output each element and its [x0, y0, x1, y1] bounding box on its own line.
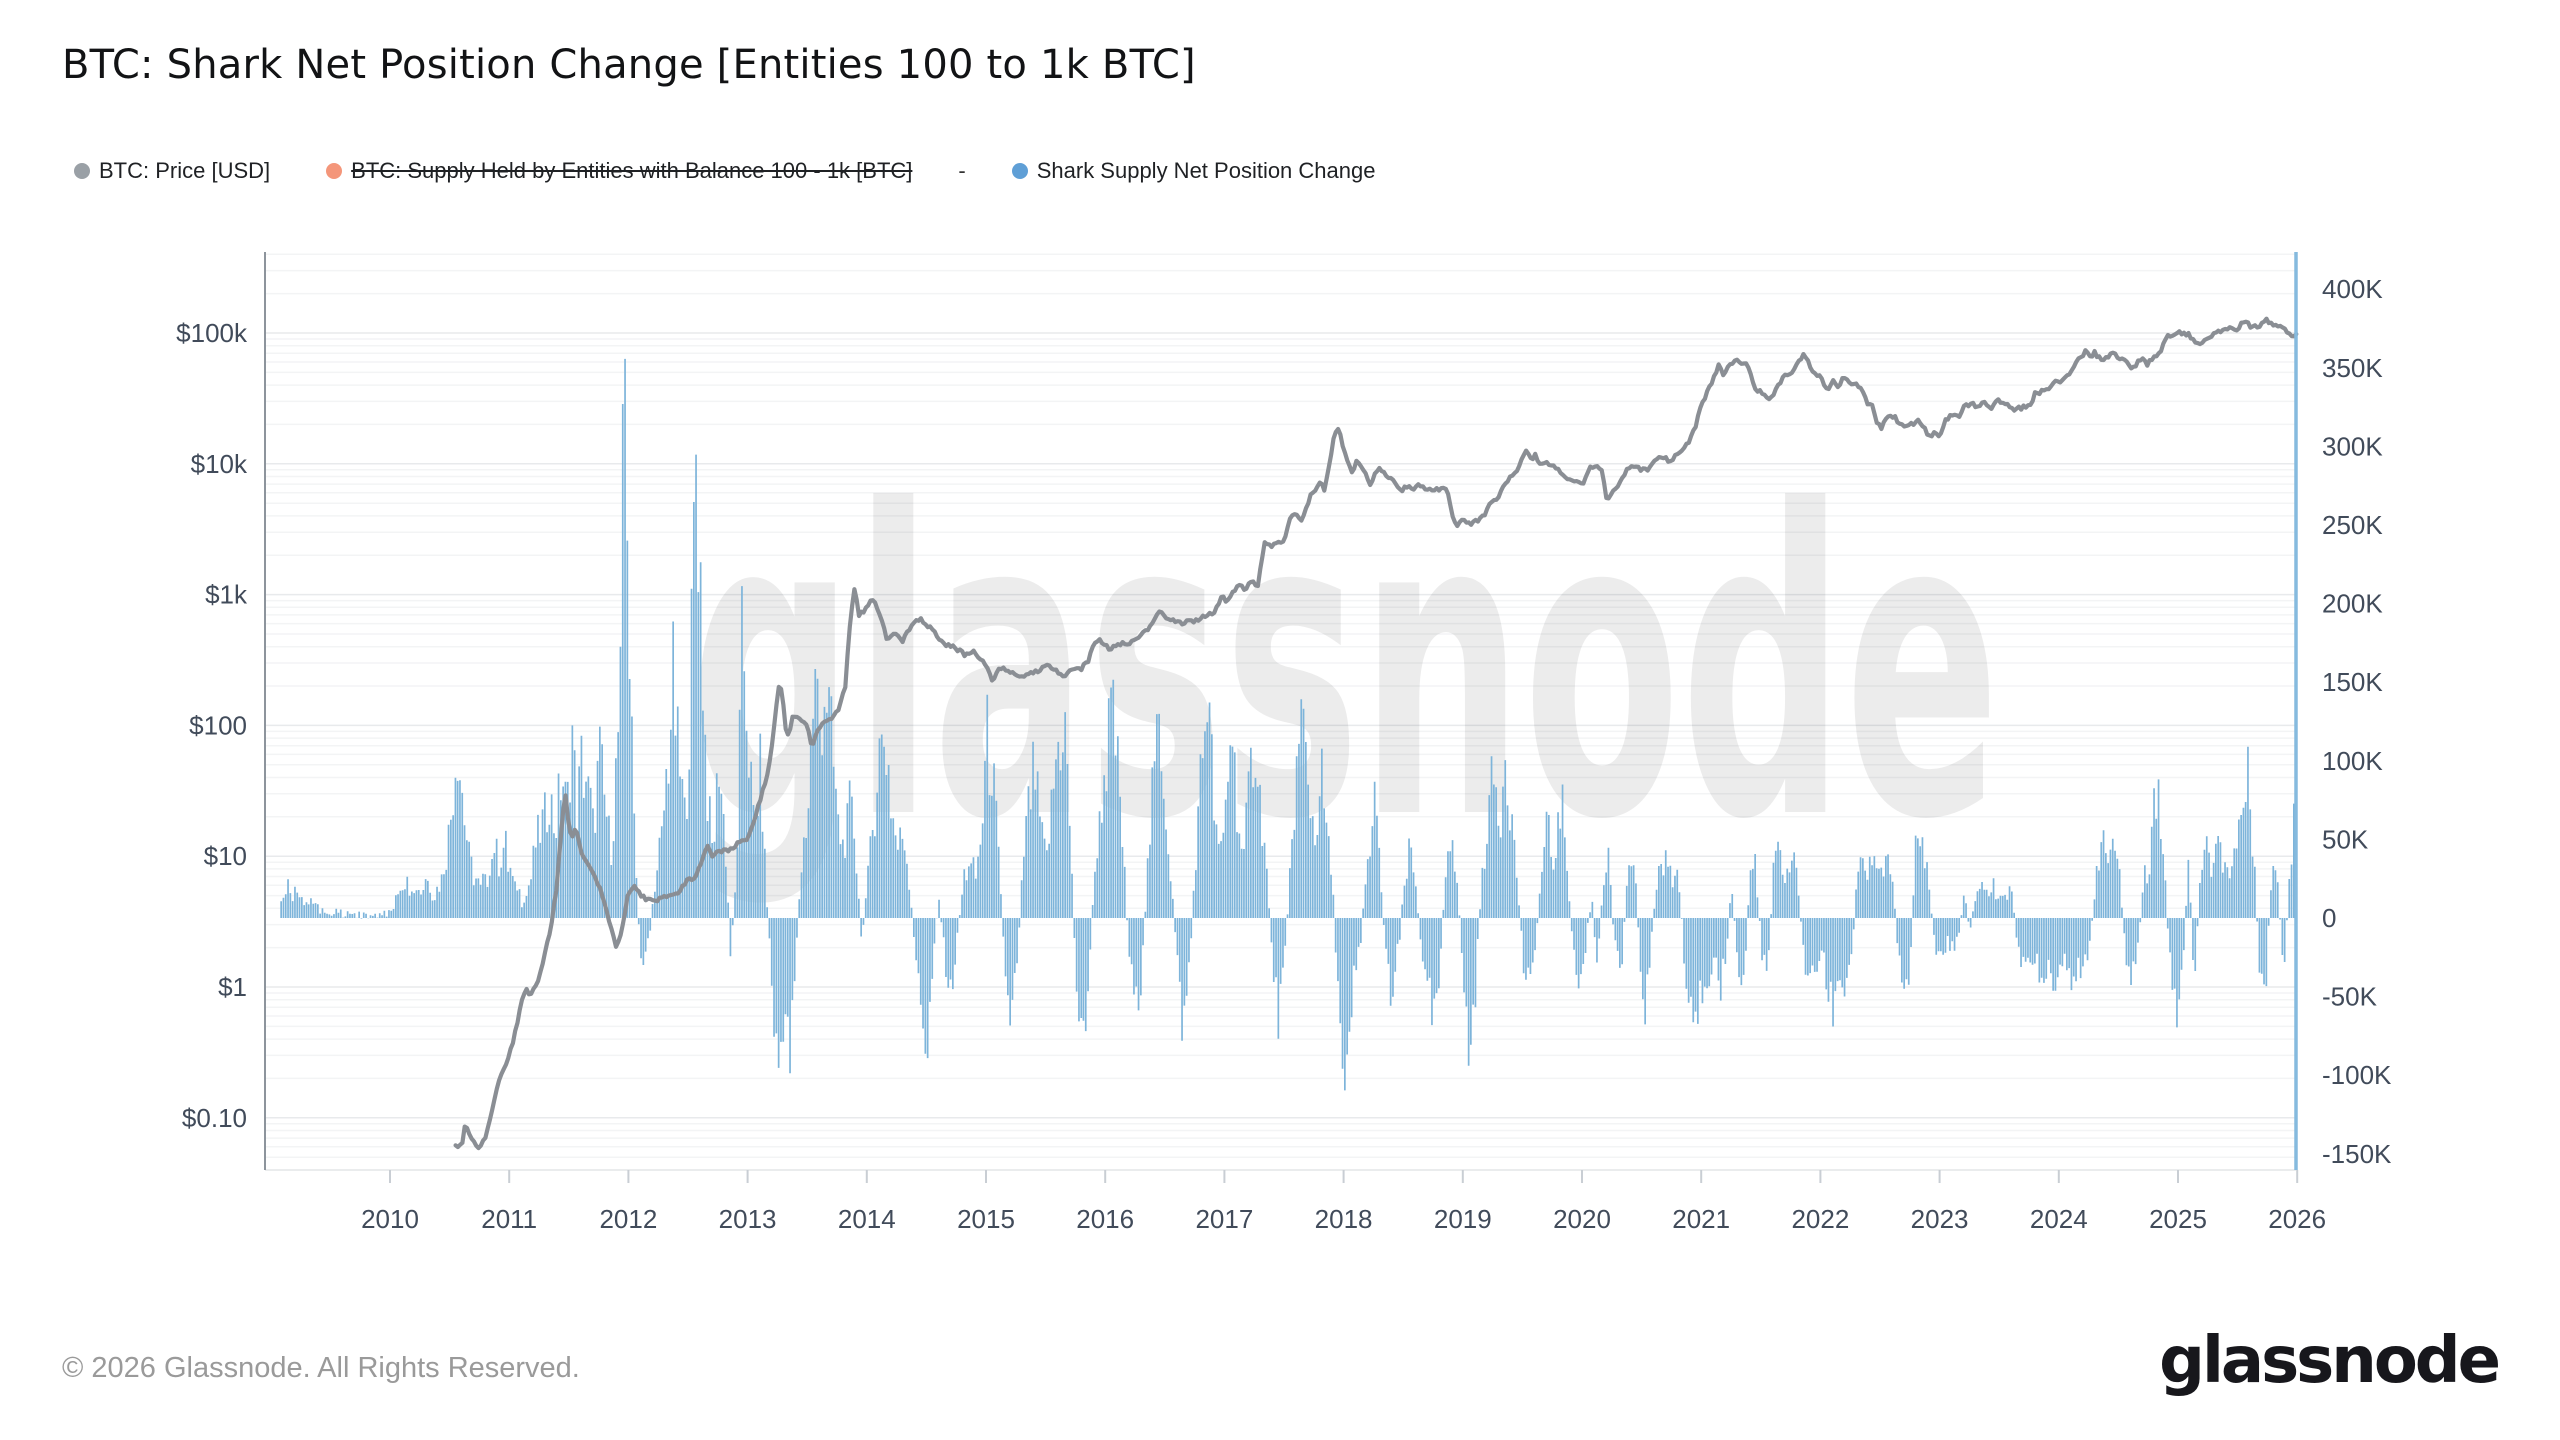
right-axis-label: 350K	[2322, 353, 2383, 383]
legend-dot-price	[74, 163, 90, 179]
btc-price-line	[453, 316, 2299, 1151]
right-axis-label: 400K	[2322, 274, 2383, 304]
x-ticks	[389, 1170, 2299, 1183]
x-axis-label: 2017	[1195, 1204, 1253, 1234]
x-axis-label: 2015	[957, 1204, 1015, 1234]
glassnode-watermark: glassnode	[690, 423, 2000, 912]
chart-legend: BTC: Price [USD] BTC: Supply Held by Enti…	[74, 158, 1375, 184]
right-axis-label: 300K	[2322, 431, 2383, 461]
legend-separator: -	[958, 158, 966, 183]
copyright-text: © 2026 Glassnode. All Rights Reserved.	[62, 1352, 580, 1384]
right-axis-label: 150K	[2322, 667, 2383, 697]
right-axis-label: -50K	[2322, 982, 2378, 1012]
legend-label-netpos: Shark Supply Net Position Change	[1036, 158, 1376, 183]
right-axis-label: 250K	[2322, 510, 2383, 540]
legend-label-supply: BTC: Supply Held by Entities with Balanc…	[351, 158, 913, 183]
x-axis-label: 2022	[1791, 1204, 1849, 1234]
right-axis-label: 200K	[2322, 589, 2383, 619]
legend-dot-supply	[326, 163, 343, 179]
right-axis-label: 0	[2322, 903, 2336, 933]
right-axis-label: 100K	[2322, 746, 2383, 776]
x-axis-label: 2014	[838, 1204, 896, 1234]
left-axis-label: $1k	[205, 580, 248, 610]
x-axis-label: 2010	[361, 1204, 419, 1234]
left-axis-label: $0.10	[182, 1103, 247, 1133]
legend-label-price: BTC: Price [USD]	[99, 158, 271, 183]
x-axis-label: 2024	[2030, 1204, 2088, 1234]
net-position-change-bars	[280, 358, 2295, 1091]
x-axis-label: 2023	[1911, 1204, 1969, 1234]
left-axis-label: $10k	[191, 449, 248, 479]
left-axis-label: $100k	[176, 318, 248, 348]
right-axis-label: -150K	[2322, 1139, 2392, 1169]
right-axis-label: 50K	[2322, 824, 2369, 854]
page-title: BTC: Shark Net Position Change [Entities…	[62, 42, 1196, 88]
left-axis-label: $10	[204, 841, 247, 871]
x-axis-label: 2025	[2149, 1204, 2207, 1234]
legend-item-price[interactable]: BTC: Price [USD]	[74, 158, 270, 184]
x-axis-label: 2011	[481, 1204, 537, 1234]
x-axis-label: 2019	[1434, 1204, 1492, 1234]
x-axis-label: 2021	[1672, 1204, 1730, 1234]
glassnode-logo[interactable]: glassnode	[2159, 1324, 2501, 1398]
x-axis-label: 2026	[2268, 1204, 2326, 1234]
x-axis-label: 2013	[719, 1204, 777, 1234]
left-axis-label: $1	[218, 972, 247, 1002]
x-axis-label: 2016	[1076, 1204, 1134, 1234]
left-axis-label: $100	[189, 710, 247, 740]
right-axis-label: -100K	[2322, 1060, 2392, 1090]
x-axis-label: 2020	[1553, 1204, 1611, 1234]
x-axis-label: 2018	[1315, 1204, 1373, 1234]
legend-item-netpos[interactable]: Shark Supply Net Position Change	[1011, 158, 1376, 184]
gridlines	[265, 253, 2296, 1158]
x-axis-label: 2012	[599, 1204, 657, 1234]
legend-item-supply[interactable]: BTC: Supply Held by Entities with Balanc…	[326, 158, 912, 184]
legend-dot-netpos	[1011, 163, 1028, 179]
